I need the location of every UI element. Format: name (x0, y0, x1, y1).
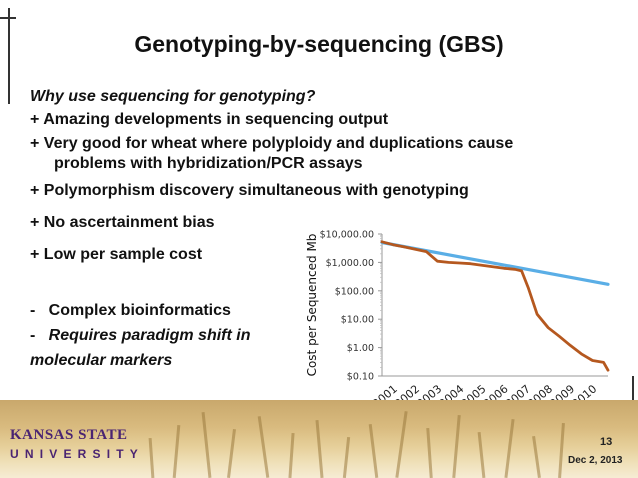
bullet-paradigm-shift: - Requires paradigm shift in (30, 327, 250, 345)
bullet-low-cost: + Low per sample cost (30, 246, 203, 263)
wheat-stalk (426, 427, 433, 478)
y-tick-label: $1.00 (347, 343, 374, 354)
bullet-why-sequencing: Why use sequencing for genotyping? (30, 88, 316, 105)
cost-chart: Cost per Sequenced Mb $10,000.00 $1,000.00… (305, 230, 610, 410)
slide-title: Genotyping-by-sequencing (GBS) (134, 31, 504, 57)
wheat-stalk (315, 419, 324, 478)
bullet-sequencing-output: + Amazing developments in sequencing out… (30, 111, 389, 128)
wheat-stalk (342, 436, 351, 478)
wheat-stalk (227, 428, 236, 478)
wheat-stalk (504, 419, 515, 478)
wheat-stalk (172, 424, 181, 478)
y-tick-label: $1,000.00 (326, 258, 374, 269)
wheat-stalk (148, 437, 155, 478)
bullet-wheat-polyploidy-cont: problems with hybridization/PCR assays (54, 155, 363, 172)
university-logo-line2: UNIVERSITY (10, 447, 145, 461)
y-tick-label: $10,000.00 (320, 230, 374, 241)
bullet-wheat-polyploidy: + Very good for wheat where polyploidy a… (30, 135, 514, 152)
wheat-stalk (395, 411, 408, 478)
bullet-complex-bioinformatics: - Complex bioinformatics (30, 302, 231, 319)
bullet-no-ascertainment-bias: + No ascertainment bias (30, 214, 215, 231)
y-tick-label: $100.00 (335, 286, 374, 297)
wheat-stalk (452, 414, 461, 478)
slide-date: Dec 2, 2013 (568, 455, 623, 466)
page-number: 13 (600, 436, 613, 448)
wheat-footer-band (0, 400, 638, 478)
bullet-paradigm-shift-prefix: - (30, 327, 49, 344)
wheat-stalk (201, 412, 212, 478)
wheat-stalk (368, 424, 379, 478)
corner-rule-left (8, 8, 10, 104)
bullet-polymorphism-discovery: + Polymorphism discovery simultaneous wi… (30, 182, 469, 199)
wheat-stalk (288, 432, 295, 478)
bullet-molecular-markers: molecular markers (30, 352, 173, 369)
y-tick-label: $0.10 (347, 372, 374, 383)
wheat-stalk (532, 435, 541, 478)
wheat-stalk (257, 416, 270, 478)
bullet-paradigm-shift-text: Requires paradigm shift in (48, 327, 251, 344)
y-tick-label: $10.00 (341, 315, 374, 326)
wheat-stalk (558, 422, 565, 478)
university-logo-line1: KANSAS STATE (10, 427, 128, 443)
wheat-stalk (477, 431, 486, 478)
cost-line (380, 240, 610, 372)
y-axis-label: Cost per Sequenced Mb (305, 234, 319, 377)
